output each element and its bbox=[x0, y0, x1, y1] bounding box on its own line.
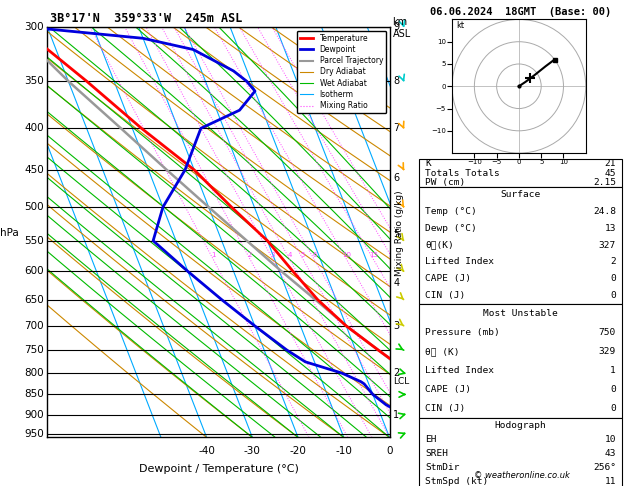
Bar bbox=[418, 304, 623, 418]
Text: CIN (J): CIN (J) bbox=[425, 404, 465, 413]
Text: hPa: hPa bbox=[0, 228, 19, 238]
Text: 6: 6 bbox=[393, 173, 399, 183]
Text: km
ASL: km ASL bbox=[392, 17, 411, 38]
Text: 750: 750 bbox=[24, 345, 44, 355]
Text: 10: 10 bbox=[604, 434, 616, 444]
Text: Dewpoint / Temperature (°C): Dewpoint / Temperature (°C) bbox=[139, 464, 299, 474]
Text: 1: 1 bbox=[393, 410, 399, 419]
Text: 24.8: 24.8 bbox=[593, 207, 616, 216]
Text: 5: 5 bbox=[301, 252, 305, 258]
Text: 10: 10 bbox=[428, 446, 442, 455]
Text: Pressure (mb): Pressure (mb) bbox=[425, 328, 500, 337]
Text: 8: 8 bbox=[393, 76, 399, 86]
Text: Mixing Ratio (g/kg): Mixing Ratio (g/kg) bbox=[395, 191, 404, 276]
Text: © weatheronline.co.uk: © weatheronline.co.uk bbox=[474, 471, 570, 480]
Text: -10: -10 bbox=[335, 446, 352, 455]
Text: 4: 4 bbox=[287, 252, 292, 258]
Text: 15: 15 bbox=[369, 252, 378, 258]
Text: 300: 300 bbox=[24, 22, 44, 32]
Text: 20: 20 bbox=[474, 446, 487, 455]
Text: 2: 2 bbox=[610, 258, 616, 266]
Text: 25: 25 bbox=[404, 252, 413, 258]
Text: 0: 0 bbox=[610, 404, 616, 413]
Text: PW (cm): PW (cm) bbox=[425, 177, 465, 187]
Text: Lifted Index: Lifted Index bbox=[425, 366, 494, 375]
Text: 0: 0 bbox=[610, 291, 616, 300]
Legend: Temperature, Dewpoint, Parcel Trajectory, Dry Adiabat, Wet Adiabat, Isotherm, Mi: Temperature, Dewpoint, Parcel Trajectory… bbox=[297, 31, 386, 113]
Text: LCL: LCL bbox=[393, 377, 409, 386]
Text: StmDir: StmDir bbox=[425, 463, 460, 472]
Text: Surface: Surface bbox=[501, 191, 540, 199]
Text: 350: 350 bbox=[24, 76, 44, 86]
Text: 45: 45 bbox=[604, 169, 616, 177]
Text: 550: 550 bbox=[24, 236, 44, 246]
Bar bbox=[418, 418, 623, 486]
Text: 3B°17'N  359°33'W  245m ASL: 3B°17'N 359°33'W 245m ASL bbox=[50, 12, 243, 25]
Text: CAPE (J): CAPE (J) bbox=[425, 385, 471, 394]
Text: 13: 13 bbox=[604, 224, 616, 233]
Text: 0: 0 bbox=[610, 274, 616, 283]
Text: 400: 400 bbox=[24, 123, 44, 133]
Text: Temp (°C): Temp (°C) bbox=[425, 207, 477, 216]
Text: 700: 700 bbox=[24, 321, 44, 331]
Text: 11: 11 bbox=[604, 477, 616, 486]
Text: 0: 0 bbox=[610, 385, 616, 394]
Text: SREH: SREH bbox=[425, 449, 448, 458]
Text: 30: 30 bbox=[520, 446, 533, 455]
Text: Lifted Index: Lifted Index bbox=[425, 258, 494, 266]
Text: 900: 900 bbox=[24, 410, 44, 419]
Text: 43: 43 bbox=[604, 449, 616, 458]
Bar bbox=[418, 187, 623, 304]
Text: Most Unstable: Most Unstable bbox=[483, 309, 558, 318]
Text: kt: kt bbox=[457, 21, 465, 30]
Text: CAPE (J): CAPE (J) bbox=[425, 274, 471, 283]
Text: 327: 327 bbox=[599, 241, 616, 250]
Text: 2.15: 2.15 bbox=[593, 177, 616, 187]
Text: CIN (J): CIN (J) bbox=[425, 291, 465, 300]
Text: 5: 5 bbox=[393, 229, 399, 239]
Text: 7: 7 bbox=[393, 123, 399, 133]
Text: -30: -30 bbox=[244, 446, 261, 455]
Text: 950: 950 bbox=[24, 429, 44, 439]
Text: 2: 2 bbox=[393, 368, 399, 378]
Text: 450: 450 bbox=[24, 165, 44, 175]
Text: -40: -40 bbox=[198, 446, 215, 455]
Text: 10: 10 bbox=[342, 252, 351, 258]
Text: 3: 3 bbox=[393, 321, 399, 331]
Bar bbox=[418, 159, 623, 187]
Text: 6: 6 bbox=[312, 252, 316, 258]
Text: 20: 20 bbox=[389, 252, 398, 258]
Text: EH: EH bbox=[425, 434, 437, 444]
Text: Hodograph: Hodograph bbox=[494, 420, 547, 430]
Text: 329: 329 bbox=[599, 347, 616, 356]
Text: 800: 800 bbox=[24, 368, 44, 378]
Text: 1: 1 bbox=[211, 252, 216, 258]
Text: 650: 650 bbox=[24, 295, 44, 305]
Text: 600: 600 bbox=[24, 266, 44, 277]
Text: 2: 2 bbox=[248, 252, 252, 258]
Text: 06.06.2024  18GMT  (Base: 00): 06.06.2024 18GMT (Base: 00) bbox=[430, 7, 611, 17]
Text: StmSpd (kt): StmSpd (kt) bbox=[425, 477, 488, 486]
Text: 850: 850 bbox=[24, 389, 44, 399]
Text: 9: 9 bbox=[393, 22, 399, 32]
Text: 1: 1 bbox=[610, 366, 616, 375]
Text: Totals Totals: Totals Totals bbox=[425, 169, 500, 177]
Text: Dewp (°C): Dewp (°C) bbox=[425, 224, 477, 233]
Text: 256°: 256° bbox=[593, 463, 616, 472]
Text: -20: -20 bbox=[289, 446, 306, 455]
Text: K: K bbox=[425, 159, 431, 169]
Text: 0: 0 bbox=[386, 446, 392, 455]
Text: 3: 3 bbox=[270, 252, 276, 258]
Text: 500: 500 bbox=[24, 202, 44, 212]
Text: θᴇ (K): θᴇ (K) bbox=[425, 347, 460, 356]
Text: 21: 21 bbox=[604, 159, 616, 169]
Text: 4: 4 bbox=[393, 278, 399, 288]
Text: 750: 750 bbox=[599, 328, 616, 337]
Text: θᴇ(K): θᴇ(K) bbox=[425, 241, 454, 250]
